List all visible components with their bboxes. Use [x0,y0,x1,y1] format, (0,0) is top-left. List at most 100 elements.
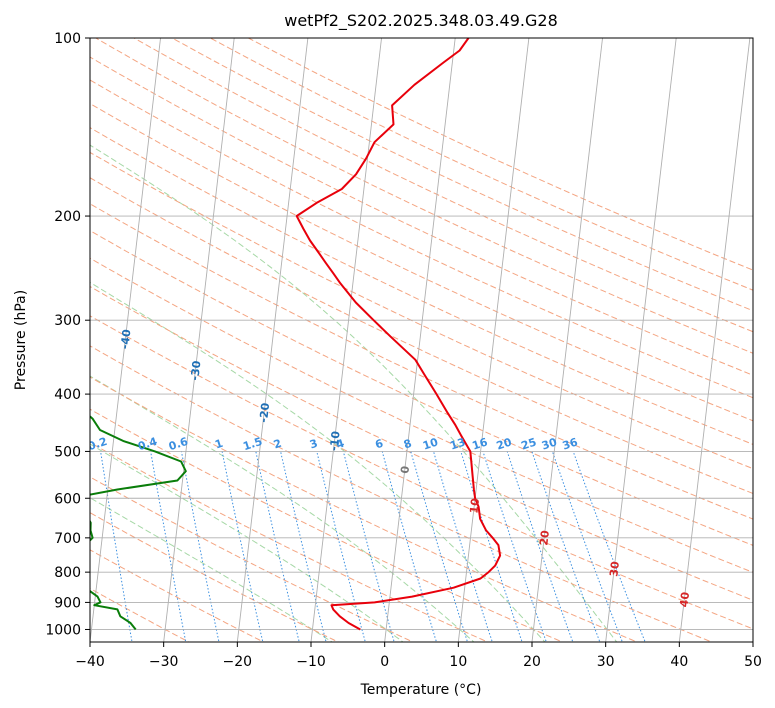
mixing-ratio-line [100,451,133,642]
mixing-ratio-line [381,451,437,642]
mixing-ratio-label: 8 [402,437,413,452]
isopleth-labels: -100-90-80-70-60-50-40-30-20-10010203040… [51,276,692,608]
isotherm-line [457,38,530,642]
isotherm-line [163,38,235,642]
x-tick-label: −40 [75,654,105,670]
x-tick-label: −20 [223,654,253,670]
x-tick-label: 0 [380,654,389,670]
mixing-ratio-line [280,451,327,642]
dry-adiabat [90,203,753,520]
mixing-ratio-label: 16 [471,435,490,452]
mixing-ratio-line [316,451,366,642]
isotherm-line [310,38,382,642]
isotherm-line [0,38,13,642]
mixing-ratio-label: 1 [213,437,224,452]
moist-adiabat [90,443,404,642]
dry-adiabat [90,441,489,642]
isotherm-label: -10 [327,430,342,452]
dry-adiabat [90,285,753,601]
mixing-ratio-label: 20 [495,435,514,452]
moist-adiabat [90,375,475,642]
x-tick-label: −30 [149,654,179,670]
isotherm-label: -40 [118,328,133,350]
mixing-ratio-label: 25 [520,436,539,453]
mixing-ratio-line [482,451,547,642]
y-tick-label: 200 [54,209,81,225]
pressure-gridlines [90,38,753,630]
y-tick-label: 600 [54,491,81,507]
mixing-ratio-label: 10 [421,435,440,452]
y-tick-label: 700 [54,531,81,547]
y-axis-title: Pressure (hPa) [13,290,29,390]
isotherm-line [531,38,603,642]
mixing-ratio-line [506,451,574,642]
x-tick-label: −10 [296,654,326,670]
mixing-ratio-line [572,451,646,642]
y-tick-label: 300 [54,313,81,329]
y-axis: 1000 900 800 700 600 500 400 300 200 100 [45,31,90,638]
dry-adiabat [90,587,190,642]
isotherm-label: -50 [51,276,66,298]
mixing-ratio-line [342,451,395,642]
mixing-ratio-line [221,451,264,642]
sounding-series [90,38,502,631]
dry-adiabat [209,38,753,291]
x-axis-title: Temperature (°C) [360,682,482,698]
mixing-ratio-line [410,451,469,642]
moist-adiabats [90,144,618,642]
dry-adiabat [90,79,753,399]
mixing-ratio-label: 6 [374,437,386,452]
isotherm-line [605,38,677,642]
isotherm-line [90,38,161,642]
mixing-ratio-line [531,451,601,642]
mixing-ratio-line [460,451,523,642]
isotherm-label: -30 [188,360,203,382]
mixing-ratio-label: 13 [448,436,467,453]
dry-adiabat [90,345,714,642]
dry-adiabat [90,151,753,470]
x-tick-label: 50 [744,654,762,670]
mixing-ratio-label: 0.6 [167,435,190,453]
x-axis: −40 −30 −20 −10 0 10 20 30 40 50 [75,642,762,670]
x-tick-label: 10 [449,654,467,670]
dry-adiabat [94,38,753,354]
mixing-ratio-label: 0.2 [86,435,109,453]
y-tick-label: 1000 [45,622,81,638]
moist-adiabat [90,144,618,642]
mixing-ratio-label: 2 [272,437,283,452]
dry-adiabat [90,315,753,630]
chart-title: wetPf2_S202.2025.348.03.49.G28 [284,11,558,31]
isotherms [0,38,753,642]
x-tick-label: 20 [523,654,541,670]
mixing-ratio-line [54,451,82,644]
mixing-ratio-line [181,451,220,642]
y-tick-label: 400 [54,387,81,403]
isotherm-line [236,38,309,642]
mixing-ratio-line [551,451,623,642]
moist-adiabat [90,281,546,642]
isotherm-line [752,638,753,642]
mixing-ratio-line [150,451,187,642]
isotherm-line [678,38,751,642]
isotherm-line [384,38,456,642]
y-tick-label: 800 [54,565,81,581]
mixing-ratio-label: 0.4 [136,435,159,453]
plot-frame [89,37,754,643]
dry-adiabat [90,177,753,495]
isotherm-label: 40 [677,591,692,608]
y-tick-label: 100 [54,31,81,47]
dewpoint-profile [90,415,187,631]
mixing-ratio-label: 36 [561,435,580,452]
dry-adiabat [90,127,753,445]
temperature-profile [295,38,502,631]
isotherm-label: 30 [607,560,622,577]
isotherm-label: 10 [467,497,482,514]
mixing-ratio-label: 30 [540,435,559,452]
dry-adiabat [90,257,753,573]
dry-adiabat [90,512,340,642]
moist-adiabat [90,497,333,642]
y-tick-label: 500 [54,444,81,460]
isotherm-label: 0 [398,465,412,474]
dry-adiabat [90,230,753,546]
